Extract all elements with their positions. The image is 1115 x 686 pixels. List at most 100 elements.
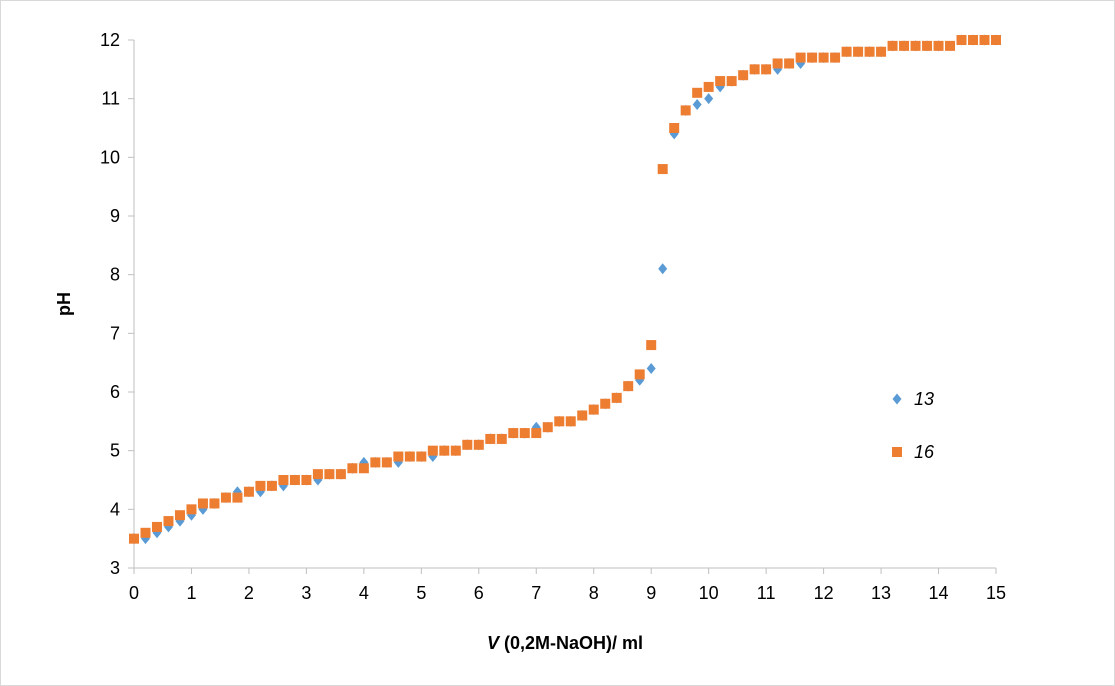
- data-point-square: [715, 76, 726, 87]
- data-point-square: [991, 35, 1001, 45]
- legend-item-13: 13: [892, 389, 934, 409]
- data-point-square: [278, 475, 289, 485]
- x-tick-label: 0: [129, 583, 139, 603]
- data-point-square: [335, 469, 346, 480]
- data-point-square: [646, 340, 657, 351]
- y-tick-label: 3: [110, 558, 120, 578]
- data-point-square: [830, 52, 841, 63]
- y-tick-label: 5: [110, 441, 120, 461]
- data-point-square: [266, 480, 277, 491]
- x-tick-label: 10: [699, 583, 719, 603]
- data-point-square: [381, 457, 392, 468]
- data-point-square: [933, 40, 944, 51]
- data-point-square: [163, 516, 174, 527]
- data-point-square: [140, 527, 151, 538]
- data-point-square: [922, 40, 933, 51]
- y-tick-label: 9: [110, 206, 120, 226]
- data-point-square: [312, 469, 323, 480]
- x-axis-title: V (0,2M-NaOH)/ ml: [487, 633, 643, 653]
- data-point-square: [784, 58, 795, 69]
- data-point-square: [623, 381, 634, 392]
- data-point-square: [600, 398, 611, 409]
- x-tick-label: 12: [814, 583, 834, 603]
- data-point-square: [519, 428, 530, 439]
- legend-label: 13: [914, 389, 934, 409]
- series-16: [129, 35, 1001, 544]
- y-tick-label: 10: [100, 147, 120, 167]
- data-point-square: [749, 64, 760, 75]
- legend-marker-diamond: [892, 393, 902, 405]
- data-point-square: [301, 475, 312, 485]
- x-tick-label: 4: [359, 583, 369, 603]
- data-point-square: [324, 469, 335, 480]
- data-point-square: [853, 46, 864, 57]
- x-tick-label: 8: [589, 583, 599, 603]
- data-point-square: [243, 486, 254, 497]
- data-point-square: [462, 439, 473, 450]
- x-tick-label: 9: [646, 583, 656, 603]
- data-point-square: [289, 475, 300, 485]
- data-point-square: [393, 451, 404, 462]
- x-tick-label: 6: [474, 583, 484, 603]
- data-point-square: [669, 123, 680, 133]
- data-point-square: [703, 81, 714, 92]
- data-point-square: [588, 404, 599, 415]
- data-point-square: [841, 46, 852, 57]
- data-point-square: [772, 58, 783, 69]
- data-point-square: [680, 105, 691, 116]
- data-point-square: [565, 416, 576, 427]
- data-point-square: [174, 510, 185, 521]
- data-point-square: [485, 433, 496, 444]
- legend-item-16: 16: [892, 442, 935, 462]
- data-point-square: [255, 480, 266, 491]
- x-axis-title-italic: V: [487, 633, 501, 653]
- x-tick-label: 11: [757, 583, 776, 603]
- x-tick-label: 2: [244, 583, 254, 603]
- data-point-diamond: [658, 263, 668, 275]
- data-point-square: [450, 445, 461, 456]
- data-point-square: [657, 164, 668, 175]
- data-point-square: [358, 463, 369, 474]
- data-point-square: [186, 504, 197, 515]
- data-point-square: [232, 492, 243, 503]
- legend: 13 16: [892, 389, 935, 462]
- data-point-square: [726, 76, 737, 87]
- data-point-square: [864, 46, 875, 57]
- data-points: [129, 34, 1001, 545]
- data-point-square: [197, 498, 208, 509]
- x-tick-label: 13: [871, 583, 891, 603]
- x-tick-label: 1: [186, 583, 196, 603]
- y-tick-label: 6: [110, 382, 120, 402]
- y-axis-title: pH: [54, 292, 74, 316]
- legend-marker-square: [892, 447, 902, 457]
- data-point-square: [542, 422, 553, 433]
- data-point-square: [945, 40, 956, 51]
- data-point-diamond: [692, 99, 702, 111]
- data-point-square: [404, 451, 415, 462]
- data-point-square: [370, 457, 381, 468]
- data-point-square: [427, 445, 438, 456]
- data-point-square: [416, 451, 427, 462]
- data-point-square: [209, 498, 220, 509]
- x-tick-label: 3: [301, 583, 311, 603]
- data-point-square: [496, 433, 507, 444]
- data-point-square: [899, 40, 910, 51]
- x-tick-label: 14: [929, 583, 949, 603]
- data-point-square: [968, 35, 979, 45]
- data-point-diamond: [646, 363, 656, 375]
- y-tick-label: 4: [110, 499, 120, 519]
- data-point-square: [439, 445, 450, 456]
- data-point-square: [887, 40, 898, 51]
- data-point-square: [910, 40, 921, 51]
- data-point-square: [795, 52, 806, 63]
- data-point-square: [611, 392, 622, 403]
- tick-marks: [128, 39, 997, 574]
- y-tick-label: 12: [100, 30, 120, 50]
- data-point-square: [129, 533, 139, 544]
- data-point-square: [692, 87, 703, 98]
- data-point-diamond: [704, 93, 714, 105]
- x-axis-title-rest: (0,2M-NaOH)/ ml: [499, 633, 643, 653]
- data-point-square: [220, 492, 231, 503]
- data-point-square: [508, 428, 519, 439]
